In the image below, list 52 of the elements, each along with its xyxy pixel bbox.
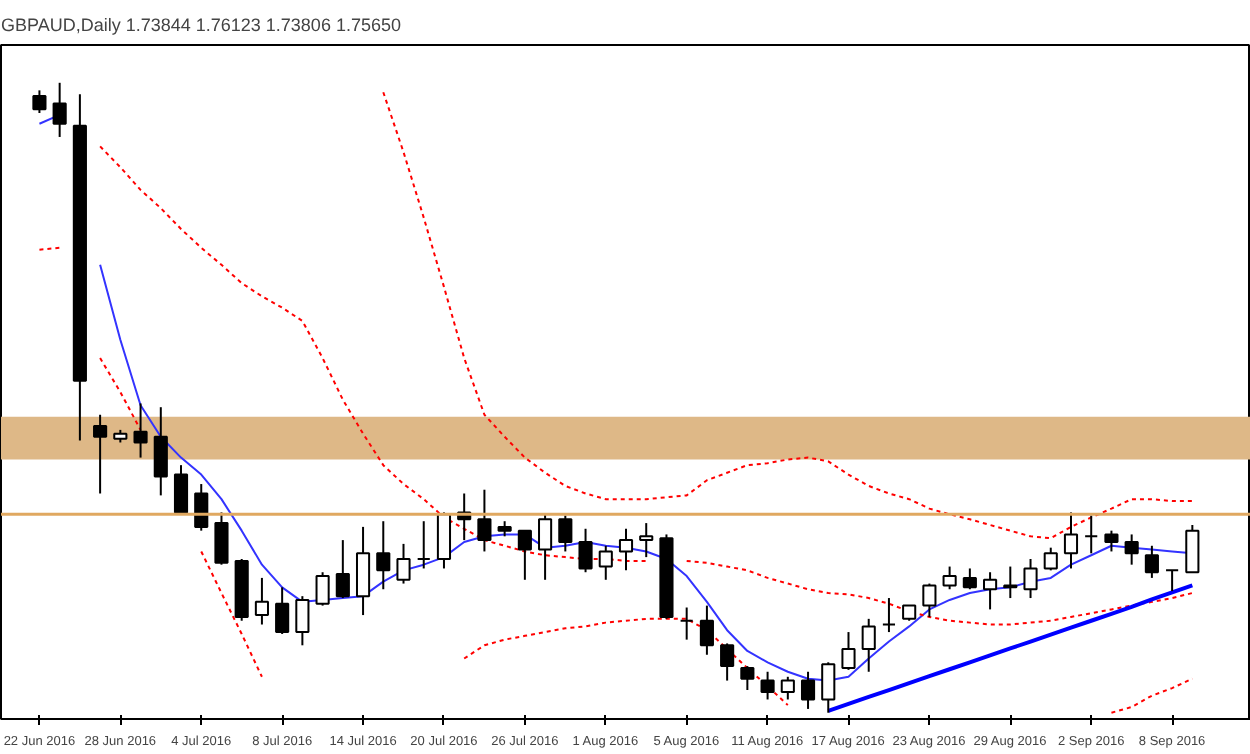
- candlestick: [133, 402, 148, 459]
- candlestick: [1185, 523, 1200, 574]
- candlestick: [295, 595, 310, 647]
- candlestick: [861, 617, 876, 673]
- candlestick: [639, 522, 654, 559]
- candlestick: [376, 520, 391, 591]
- candlestick: [881, 597, 897, 634]
- candlestick: [821, 661, 836, 714]
- candlestick: [214, 511, 229, 566]
- candlestick: [1063, 511, 1079, 570]
- candlestick: [396, 542, 411, 585]
- candlestick: [436, 511, 452, 570]
- candlestick: [598, 544, 613, 581]
- candlestick: [153, 406, 168, 497]
- candlestick: [800, 670, 816, 710]
- candlestick: [416, 520, 431, 570]
- candlestick: [315, 571, 330, 607]
- candlestick: [194, 483, 209, 532]
- candlestick: [335, 539, 350, 600]
- candlestick: [355, 525, 371, 617]
- candlestick: [254, 576, 269, 626]
- candlestick: [841, 631, 856, 671]
- candlestick: [1023, 558, 1038, 600]
- candlestick: [558, 514, 573, 553]
- candlestick: [578, 527, 593, 574]
- candlestick: [740, 665, 755, 692]
- candlestick: [477, 488, 492, 553]
- candlestick: [942, 565, 957, 591]
- candlestick: [699, 604, 714, 656]
- candlestick: [1165, 569, 1180, 593]
- candlestick: [962, 567, 977, 591]
- candlestick: [780, 675, 795, 701]
- candlestick: [760, 670, 775, 701]
- candlestick: [1043, 546, 1058, 572]
- candlestick: [1084, 514, 1099, 555]
- candlestick: [720, 642, 735, 682]
- candlestick: [1124, 533, 1139, 566]
- chart-title: GBPAUD,Daily 1.73844 1.76123 1.73806 1.75650: [1, 15, 401, 35]
- candlestick: [32, 89, 47, 115]
- candlestick: [538, 513, 553, 581]
- candlestick: [275, 586, 290, 635]
- candlestick: [1003, 565, 1018, 600]
- candlestick: [983, 571, 998, 611]
- candlestick: [93, 413, 108, 495]
- candlestick: [1144, 544, 1159, 579]
- candlestick: [517, 529, 532, 581]
- candlestick: [618, 527, 634, 572]
- candlestick: [173, 464, 189, 516]
- candlestick: [679, 606, 694, 641]
- candlestick: [1104, 529, 1119, 553]
- candlestick: [922, 582, 937, 618]
- candlestick: [52, 81, 67, 138]
